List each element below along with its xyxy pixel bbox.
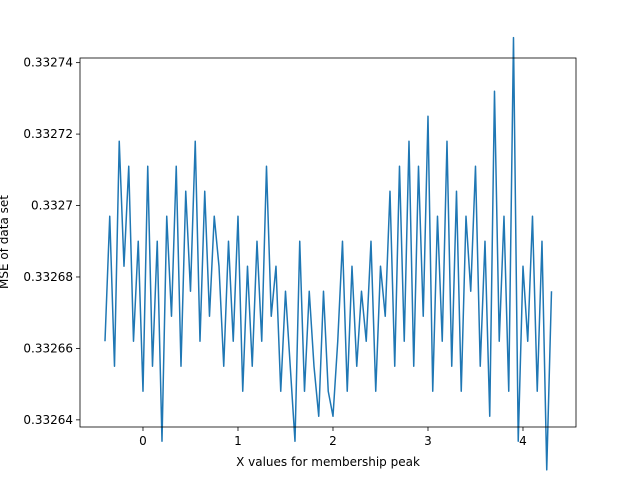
x-axis-label: X values for membership peak bbox=[236, 455, 420, 469]
y-tick-label: 0.33272 bbox=[23, 127, 73, 141]
y-tick-label: 0.33268 bbox=[23, 270, 73, 284]
y-tick-label: 0.33266 bbox=[23, 341, 73, 355]
plot-frame bbox=[79, 57, 577, 428]
x-tick-label: 3 bbox=[424, 434, 432, 448]
y-tick-label: 0.33274 bbox=[23, 56, 73, 70]
x-tick-label: 0 bbox=[139, 434, 147, 448]
x-tick-label: 2 bbox=[329, 434, 337, 448]
x-tick-label: 4 bbox=[519, 434, 527, 448]
y-axis-label: MSE of data set bbox=[0, 195, 11, 289]
x-tick-label: 1 bbox=[234, 434, 242, 448]
y-tick-label: 0.33264 bbox=[23, 413, 73, 427]
data-line bbox=[104, 36, 553, 471]
y-tick-label: 0.3327 bbox=[31, 199, 73, 213]
